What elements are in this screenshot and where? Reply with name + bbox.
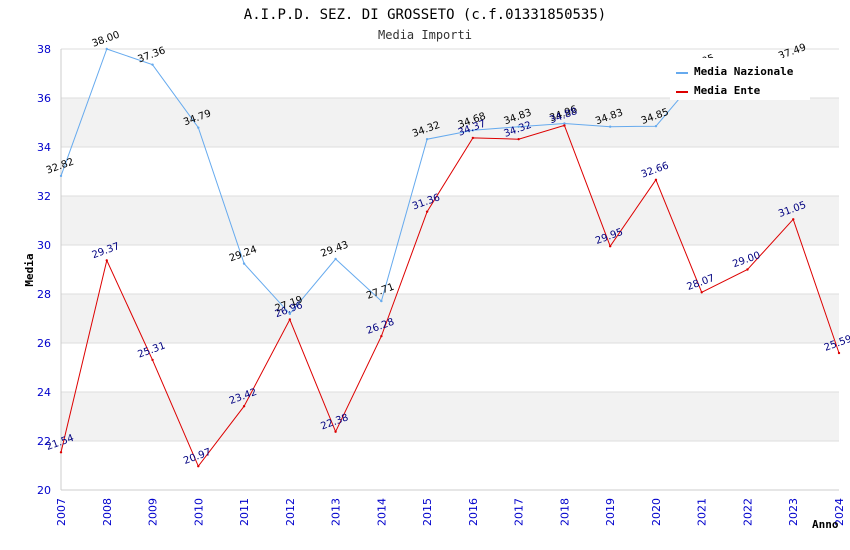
y-tick-label: 24 (37, 386, 51, 399)
x-axis-ticks: 2007 2008 2009 2010 2011 2012 2013 2014 2015 2016… (55, 498, 846, 526)
x-tick-label: 2017 (513, 498, 526, 526)
x-tick-label: 2019 (604, 498, 617, 526)
x-tick-label: 2011 (238, 498, 251, 526)
legend-label-ente: Media Ente (694, 84, 761, 97)
data-point (380, 334, 383, 338)
x-tick-label: 2018 (558, 498, 571, 526)
grid-band (61, 196, 839, 245)
y-tick-label: 30 (37, 239, 51, 252)
data-point (471, 136, 475, 140)
grid-band (61, 392, 839, 441)
data-point (288, 312, 292, 316)
x-axis-label: Anno (812, 518, 839, 531)
y-tick-label: 20 (37, 484, 51, 497)
chart-title: A.I.P.D. SEZ. DI GROSSETO (c.f.013318505… (244, 7, 606, 23)
x-tick-label: 2013 (330, 498, 343, 526)
data-point (380, 299, 383, 303)
x-tick-label: 2007 (55, 498, 68, 526)
data-point (197, 465, 200, 468)
data-point (242, 262, 246, 265)
series-line-nazionale (60, 48, 794, 315)
data-point (654, 178, 658, 182)
data-label: 32.82 (45, 156, 76, 176)
x-tick-label: 2012 (284, 498, 297, 526)
data-label: 32.66 (640, 160, 671, 180)
data-point (608, 245, 612, 248)
data-point (792, 218, 795, 221)
x-tick-label: 2022 (741, 498, 754, 526)
x-tick-label: 2016 (467, 498, 480, 526)
data-point (517, 137, 520, 141)
data-point (425, 210, 429, 213)
legend: Media Nazionale Media Ente (670, 58, 810, 100)
data-point (608, 125, 612, 128)
data-point (700, 291, 703, 294)
y-axis-label: Media (23, 253, 36, 286)
data-point (288, 318, 292, 321)
x-tick-label: 2023 (787, 498, 800, 526)
legend-label-nazionale: Media Nazionale (694, 65, 794, 78)
data-point (151, 358, 154, 362)
data-label: 29.00 (731, 250, 762, 270)
data-point (746, 268, 749, 271)
x-tick-label: 2014 (375, 498, 388, 526)
x-tick-label: 2020 (650, 498, 663, 526)
series-lines (59, 47, 841, 468)
grid-band (61, 98, 839, 147)
x-tick-label: 2008 (101, 498, 114, 526)
y-tick-label: 22 (37, 435, 51, 448)
data-point (151, 63, 154, 66)
x-tick-label: 2021 (696, 498, 709, 526)
x-tick-label: 2009 (147, 498, 160, 526)
y-axis-ticks: 20 22 24 26 28 30 32 34 36 38 (37, 43, 51, 497)
data-point (425, 137, 429, 141)
y-tick-label: 32 (37, 190, 51, 203)
x-tick-label: 2010 (192, 498, 205, 526)
y-tick-label: 34 (37, 141, 51, 154)
y-tick-label: 36 (37, 92, 51, 105)
data-point (654, 124, 658, 128)
data-point (471, 129, 475, 132)
data-point (59, 451, 63, 454)
data-point (334, 257, 337, 261)
series-line-ente (60, 124, 840, 468)
grid-band (61, 294, 839, 343)
chart-subtitle: Media Importi (378, 28, 472, 42)
y-tick-label: 26 (37, 337, 51, 350)
y-tick-label: 28 (37, 288, 51, 301)
data-point (563, 124, 566, 127)
legend-background (670, 58, 810, 100)
data-point (837, 351, 841, 355)
data-point (197, 126, 200, 129)
y-tick-label: 38 (37, 43, 51, 56)
data-point (334, 430, 337, 433)
data-point (59, 174, 63, 178)
data-point (242, 405, 246, 408)
x-tick-label: 2015 (421, 498, 434, 526)
data-point (105, 259, 108, 262)
grid-lines (60, 48, 839, 491)
data-label: 38.00 (91, 30, 122, 50)
x-tick-label: 2024 (833, 498, 846, 526)
data-point (563, 122, 566, 125)
data-point (517, 125, 520, 128)
grid-bands (61, 98, 839, 441)
data-point (105, 47, 108, 51)
data-label: 37.36 (136, 45, 167, 65)
